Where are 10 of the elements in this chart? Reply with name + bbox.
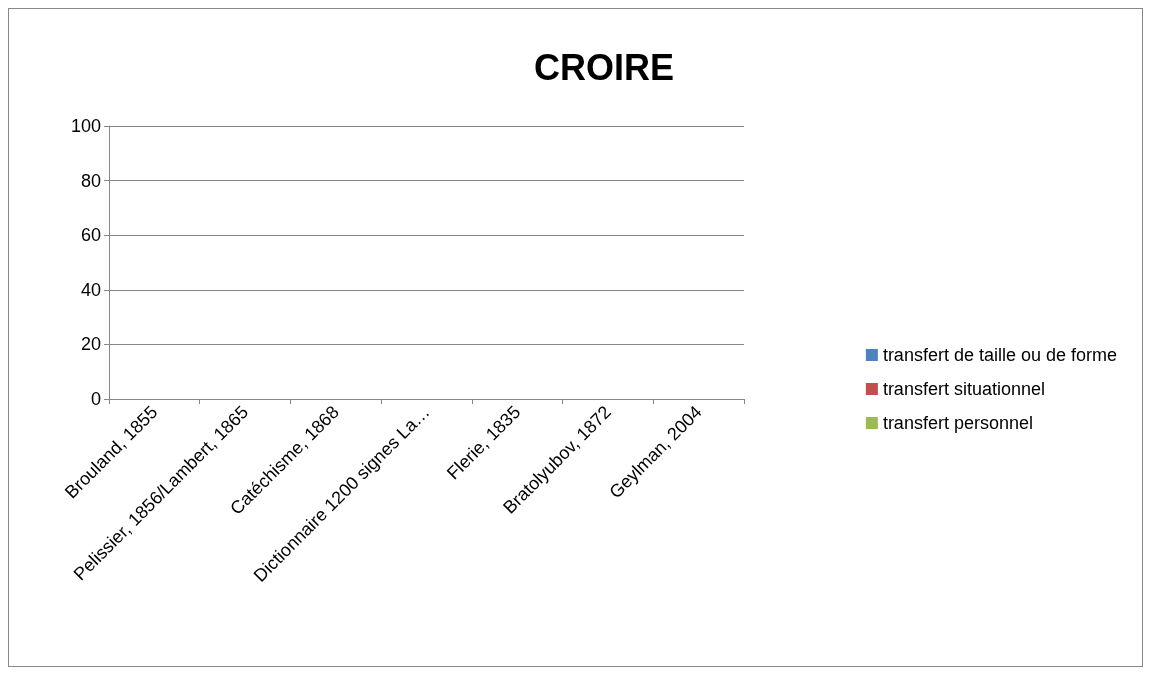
legend-label: transfert situationnel xyxy=(882,379,1045,399)
y-tick-label: 40 xyxy=(80,279,101,300)
legend-label: transfert de taille ou de forme xyxy=(882,345,1117,365)
y-tick-label: 60 xyxy=(80,225,101,246)
y-tick-label: 100 xyxy=(70,116,101,136)
legend-label: transfert personnel xyxy=(882,413,1033,433)
y-tick-label: 20 xyxy=(80,334,101,355)
y-tick-label: 80 xyxy=(80,170,101,191)
y-tick-label: 0 xyxy=(90,389,101,409)
chart-title: CROIRE xyxy=(533,46,675,88)
